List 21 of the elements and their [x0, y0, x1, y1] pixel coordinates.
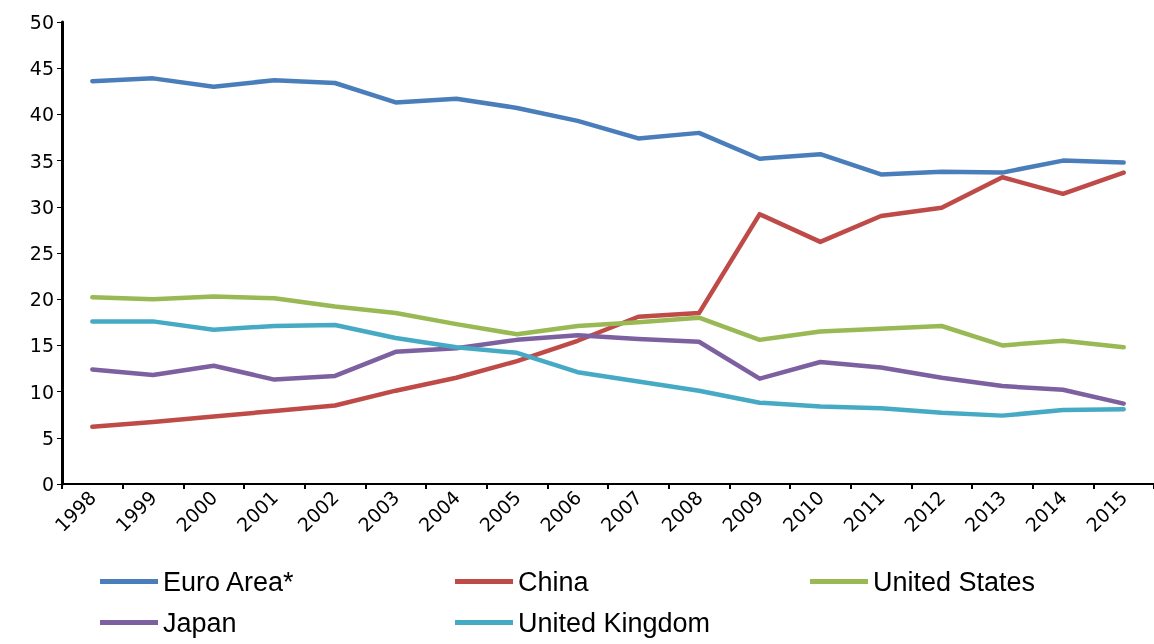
y-tick-label: 10 [29, 380, 54, 403]
legend-label: United Kingdom [518, 607, 711, 638]
legend-label: United States [873, 566, 1036, 597]
y-tick-label: 15 [29, 334, 54, 357]
line-series [90, 170, 1126, 429]
line-series [90, 319, 1126, 418]
y-tick-label: 5 [41, 426, 54, 449]
line-series [90, 294, 1126, 350]
y-tick-label: 25 [29, 242, 54, 264]
line-series [90, 76, 1126, 177]
legend-label: China [518, 566, 590, 597]
y-tick-label: 45 [29, 57, 54, 80]
y-tick-label: 40 [29, 103, 54, 126]
legend-label: Euro Area* [163, 566, 295, 597]
y-tick-label: 30 [29, 195, 54, 218]
y-tick-label: 20 [29, 288, 54, 311]
y-tick-label: 0 [41, 473, 54, 495]
line-series [90, 332, 1126, 406]
y-tick-label: 35 [29, 149, 54, 172]
legend-label: Japan [163, 607, 237, 638]
y-tick-label: 50 [29, 11, 54, 33]
